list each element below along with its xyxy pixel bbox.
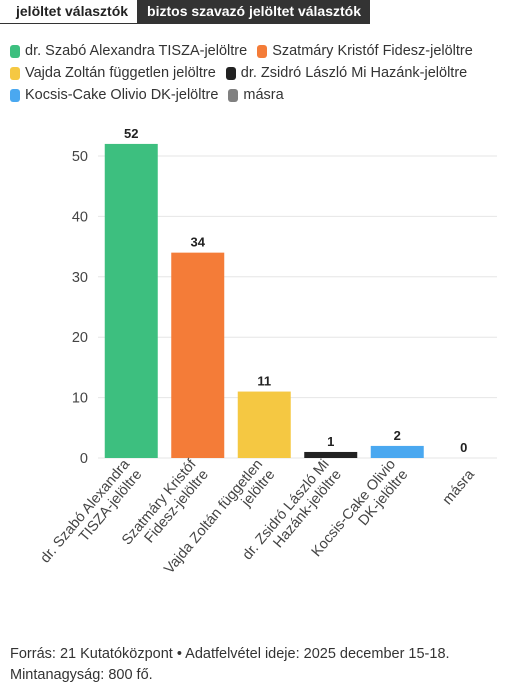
- y-tick-label: 40: [72, 209, 88, 225]
- legend-swatch: [257, 44, 268, 58]
- y-tick-label: 10: [72, 391, 88, 407]
- bar: [304, 451, 358, 458]
- x-tick-label-line: másra: [440, 466, 479, 508]
- legend-item[interactable]: dr. Szabó Alexandra TISZA-jelöltre: [10, 41, 247, 61]
- legend-swatch: [10, 44, 20, 58]
- bar: [237, 391, 291, 458]
- data-label: 1: [327, 434, 334, 449]
- legend-label: Szatmáry Kristóf Fidesz-jelöltre: [272, 43, 473, 59]
- legend-item[interactable]: Kocsis-Cake Olivio DK-jelöltre: [10, 85, 218, 105]
- legend-swatch: [10, 88, 20, 102]
- data-label: 2: [394, 428, 401, 443]
- x-tick-label: másra: [440, 466, 479, 508]
- legend-item[interactable]: Szatmáry Kristóf Fidesz-jelöltre: [257, 41, 473, 61]
- y-tick-label: 50: [72, 149, 88, 165]
- y-tick-label: 20: [72, 330, 88, 346]
- legend-label: másra: [243, 87, 284, 103]
- data-label: 11: [257, 374, 271, 389]
- chart-footer: Forrás: 21 Kutatóközpont • Adatfelvétel …: [10, 644, 450, 686]
- chart-legend: dr. Szabó Alexandra TISZA-jelöltre Szatmá…: [10, 41, 516, 105]
- tab-bar: jelöltet választók biztos szavazó jelölt…: [0, 0, 371, 24]
- legend-item[interactable]: másra: [228, 85, 284, 105]
- legend-item[interactable]: dr. Zsidró László Mi Hazánk-jelöltre: [225, 63, 468, 83]
- y-tick-label: 0: [80, 451, 88, 467]
- tab-sure-candidate-voters[interactable]: biztos szavazó jelöltet választók: [138, 0, 371, 24]
- legend-label: dr. Szabó Alexandra TISZA-jelöltre: [25, 43, 248, 59]
- source-note: Forrás: 21 Kutatóközpont • Adatfelvétel …: [10, 646, 450, 662]
- bar: [104, 143, 158, 459]
- legend-swatch: [10, 66, 20, 80]
- legend-label: Vajda Zoltán független jelöltre: [25, 65, 216, 81]
- data-label: 52: [124, 126, 138, 141]
- tab-candidate-voters[interactable]: jelöltet választók: [0, 0, 139, 24]
- data-label: 34: [191, 235, 206, 250]
- bar: [370, 445, 424, 458]
- y-tick-label: 30: [72, 270, 88, 286]
- data-label: 0: [460, 440, 467, 455]
- legend-swatch: [225, 66, 236, 80]
- legend-label: dr. Zsidró László Mi Hazánk-jelöltre: [240, 65, 468, 81]
- legend-label: Kocsis-Cake Olivio DK-jelöltre: [25, 87, 219, 103]
- x-tick-label-line: dr. Szabó Alexandra: [37, 456, 133, 566]
- legend-item[interactable]: Vajda Zoltán független jelöltre: [10, 63, 216, 83]
- sample-size-note: Mintanagyság: 800 fő.: [10, 667, 153, 683]
- legend-swatch: [228, 88, 239, 102]
- bar: [171, 252, 225, 458]
